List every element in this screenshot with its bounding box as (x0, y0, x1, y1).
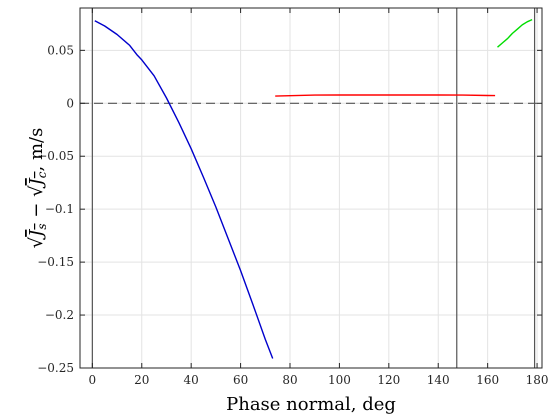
x-tick-label-160: 160 (476, 373, 499, 387)
y-tick-label--0.05: −0.05 (37, 149, 74, 163)
x-tick-label-140: 140 (427, 373, 450, 387)
y-label-var-2: J (26, 176, 47, 189)
x-tick-label-40: 40 (184, 373, 199, 387)
y-tick-label--0.1: −0.1 (45, 202, 74, 216)
y-label-sqrt-2: √ (26, 185, 47, 197)
y-tick-label--0.2: −0.2 (45, 308, 74, 322)
y-tick-label-0: 0 (66, 96, 74, 110)
x-tick-label-100: 100 (328, 373, 351, 387)
series-line-1 (94, 20, 274, 359)
x-axis-ticks: 0 20 40 60 80 100 120 140 160 180 (89, 8, 549, 387)
y-label-minus: − (26, 197, 47, 224)
y-label-sub-1: s (35, 223, 49, 229)
x-axis-label: Phase normal, deg (226, 394, 396, 415)
series-line-2 (275, 94, 496, 97)
y-axis-ticks: −0.25 −0.2 −0.15 −0.1 −0.05 0 0.05 (37, 43, 542, 375)
x-tick-label-0: 0 (89, 373, 97, 387)
y-axis-label: √Js − √Jc, m/s (26, 128, 49, 249)
x-tick-label-120: 120 (377, 373, 400, 387)
x-tick-label-80: 80 (282, 373, 297, 387)
x-tick-label-20: 20 (134, 373, 149, 387)
y-label-sqrt-1: √ (26, 236, 47, 248)
y-label-sub-2: c (35, 171, 49, 178)
plot-background (80, 8, 542, 368)
y-label-unit: , m/s (26, 128, 47, 172)
x-tick-label-60: 60 (233, 373, 248, 387)
y-tick-label--0.25: −0.25 (37, 361, 74, 375)
y-tick-label--0.15: −0.15 (37, 255, 74, 269)
x-tick-label-180: 180 (526, 373, 549, 387)
series-group (94, 18, 533, 359)
reference-lines (80, 8, 542, 368)
series-line-3 (497, 18, 533, 48)
y-tick-label-0.05: 0.05 (47, 43, 74, 57)
plot-frame (79, 7, 543, 369)
y-label-var-1: J (26, 228, 47, 241)
